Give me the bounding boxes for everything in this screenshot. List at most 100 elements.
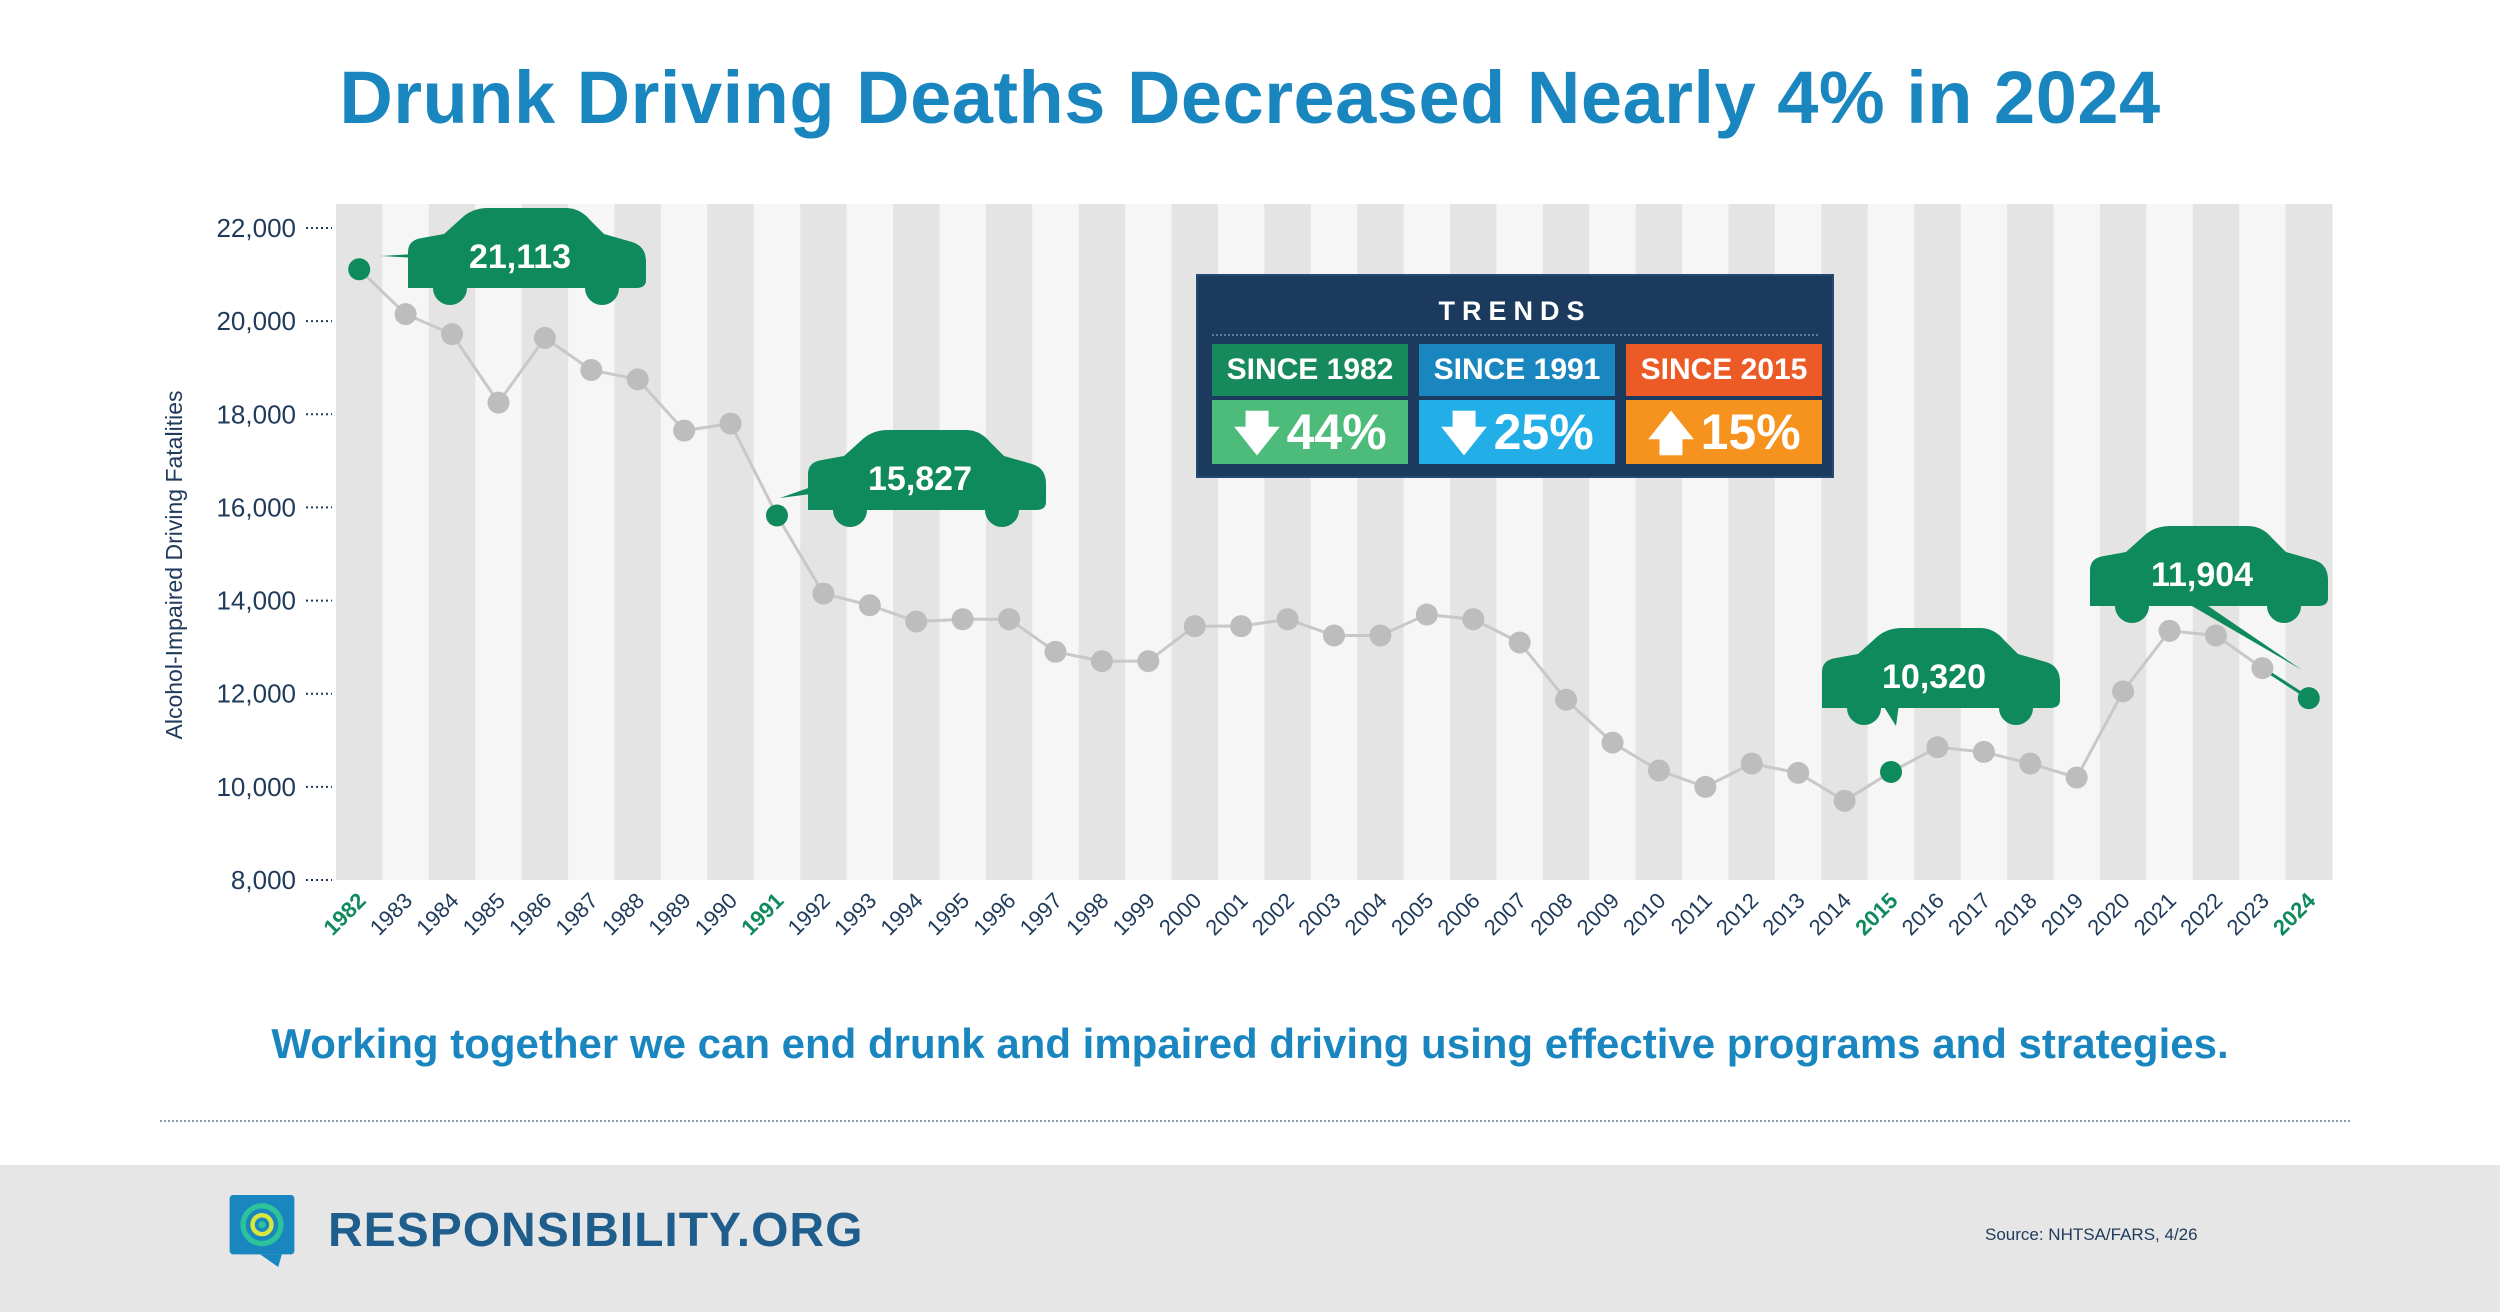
data-point [1833,789,1856,812]
x-tick-label: 1999 [1108,888,1160,940]
callout-2024: 11,904 [2090,526,2328,670]
callout-label: 11,904 [2151,556,2253,594]
year-band [1960,204,2008,880]
data-point [1369,624,1392,647]
data-point [2204,624,2227,647]
data-point [951,608,974,631]
x-tick-label: 1998 [1061,888,1113,940]
x-tick-label: 2013 [1757,888,1809,940]
year-band [2285,204,2333,880]
trend-label: SINCE 1982 [1212,344,1408,396]
data-point [1694,775,1717,798]
trend-label: SINCE 2015 [1626,344,1822,396]
x-tick-label: 1984 [411,888,463,940]
year-band [475,204,523,880]
car-wheel [833,493,867,527]
year-band [893,204,940,880]
car-wheel [985,493,1019,527]
year-band [985,204,1033,880]
trend-value-box: 🡇 25% [1419,400,1615,464]
data-point [719,412,742,435]
data-point [1787,761,1810,784]
callout-2015: 10,320 [1822,628,2060,726]
x-tick-label: 2020 [2082,888,2134,940]
highlight-point [765,504,788,527]
arrow-down-icon: 🡇 [1440,407,1488,459]
highlight-point [2297,687,2320,710]
y-tick-label: 22,000 [216,213,296,243]
callout-label: 10,320 [1882,658,1986,696]
data-point [1647,759,1670,782]
x-tick-label: 1986 [504,888,556,940]
line-chart: 8,000 10,000 12,000 14,000 16,000 18,000 20,00… [161,204,2333,940]
trend-since-1982: SINCE 1982 🡇 44% [1212,344,1408,464]
year-band [568,204,616,880]
data-point [626,368,649,391]
trend-label: SINCE 1991 [1419,344,1615,396]
data-point [2065,766,2088,789]
x-tick-label: 2001 [1200,888,1252,940]
data-point [1508,631,1531,654]
year-band [800,204,848,880]
data-point [580,359,603,382]
x-tick-label: 1989 [643,888,695,940]
trend-value: 44% [1286,404,1387,460]
car-wheel [2267,589,2301,623]
data-point [441,323,464,346]
x-tick-label: 1996 [968,888,1020,940]
x-tick-label: 1983 [365,888,417,940]
trend-value-box: 🡅 15% [1626,400,1822,464]
x-tick-label: 2019 [2036,888,2088,940]
x-tick-label: 2014 [1804,888,1856,940]
y-tick-label: 16,000 [216,492,296,522]
year-band [614,204,662,880]
x-tick-label: 2004 [1340,888,1392,940]
data-point [1276,608,1299,631]
tagline: Working together we can end drunk and im… [271,1020,2229,1067]
year-band [1125,204,1173,880]
fatalities-series [348,258,2320,812]
x-tick-label: 2022 [2175,888,2227,940]
trend-value: 15% [1700,404,1801,460]
year-band [1032,204,1080,880]
car-wheel [1847,691,1881,725]
car-bubble-shape [1822,628,2060,708]
x-tick-label: 1995 [922,888,974,940]
trends-panel: TRENDS SINCE 1982 🡇 44% SINCE 1991 🡇 25% S… [1196,274,1834,478]
data-point [812,582,835,605]
source-note: Source: NHTSA/FARS, 4/26 [1985,1225,2198,1244]
x-tick-label: 1988 [597,888,649,940]
x-tick-label: 2012 [1711,888,1763,940]
year-band [2007,204,2054,880]
data-point [2112,680,2135,703]
x-tick-label: 2006 [1432,888,1484,940]
x-tick-label: 1992 [783,888,835,940]
year-band [1078,204,1126,880]
callout-label: 15,827 [868,460,972,498]
callout-1982: 21,113 [380,208,646,305]
data-point [1090,650,1113,673]
data-point [1044,640,1067,663]
trend-since-2015: SINCE 2015 🡅 15% [1626,344,1822,464]
x-tick-label: 2021 [2129,888,2181,940]
divider [160,1120,2350,1122]
callout-label: 21,113 [469,238,571,276]
data-point [1137,650,1160,673]
x-tick-label: 2007 [1479,888,1531,940]
arrow-down-icon: 🡇 [1233,407,1281,459]
footer: RESPONSIBILITY.ORG Source: NHTSA/FARS, 4… [0,1165,2500,1312]
year-band [707,204,755,880]
data-point [1230,615,1253,638]
data-point [998,608,1021,631]
x-tick-label: 2024 [2268,887,2321,940]
y-tick-label: 20,000 [216,306,296,336]
data-point [1972,740,1995,763]
brand-link[interactable]: RESPONSIBILITY.ORG [328,1204,864,1257]
y-tick-label: 10,000 [216,772,296,802]
highlight-point [348,258,371,281]
page-title: Drunk Driving Deaths Decreased Nearly 4%… [339,56,2161,139]
y-tick-label: 12,000 [216,679,296,709]
trend-since-1991: SINCE 1991 🡇 25% [1419,344,1615,464]
x-tick-label: 1993 [829,888,881,940]
target-speech-bubble-icon[interactable] [226,1195,298,1267]
